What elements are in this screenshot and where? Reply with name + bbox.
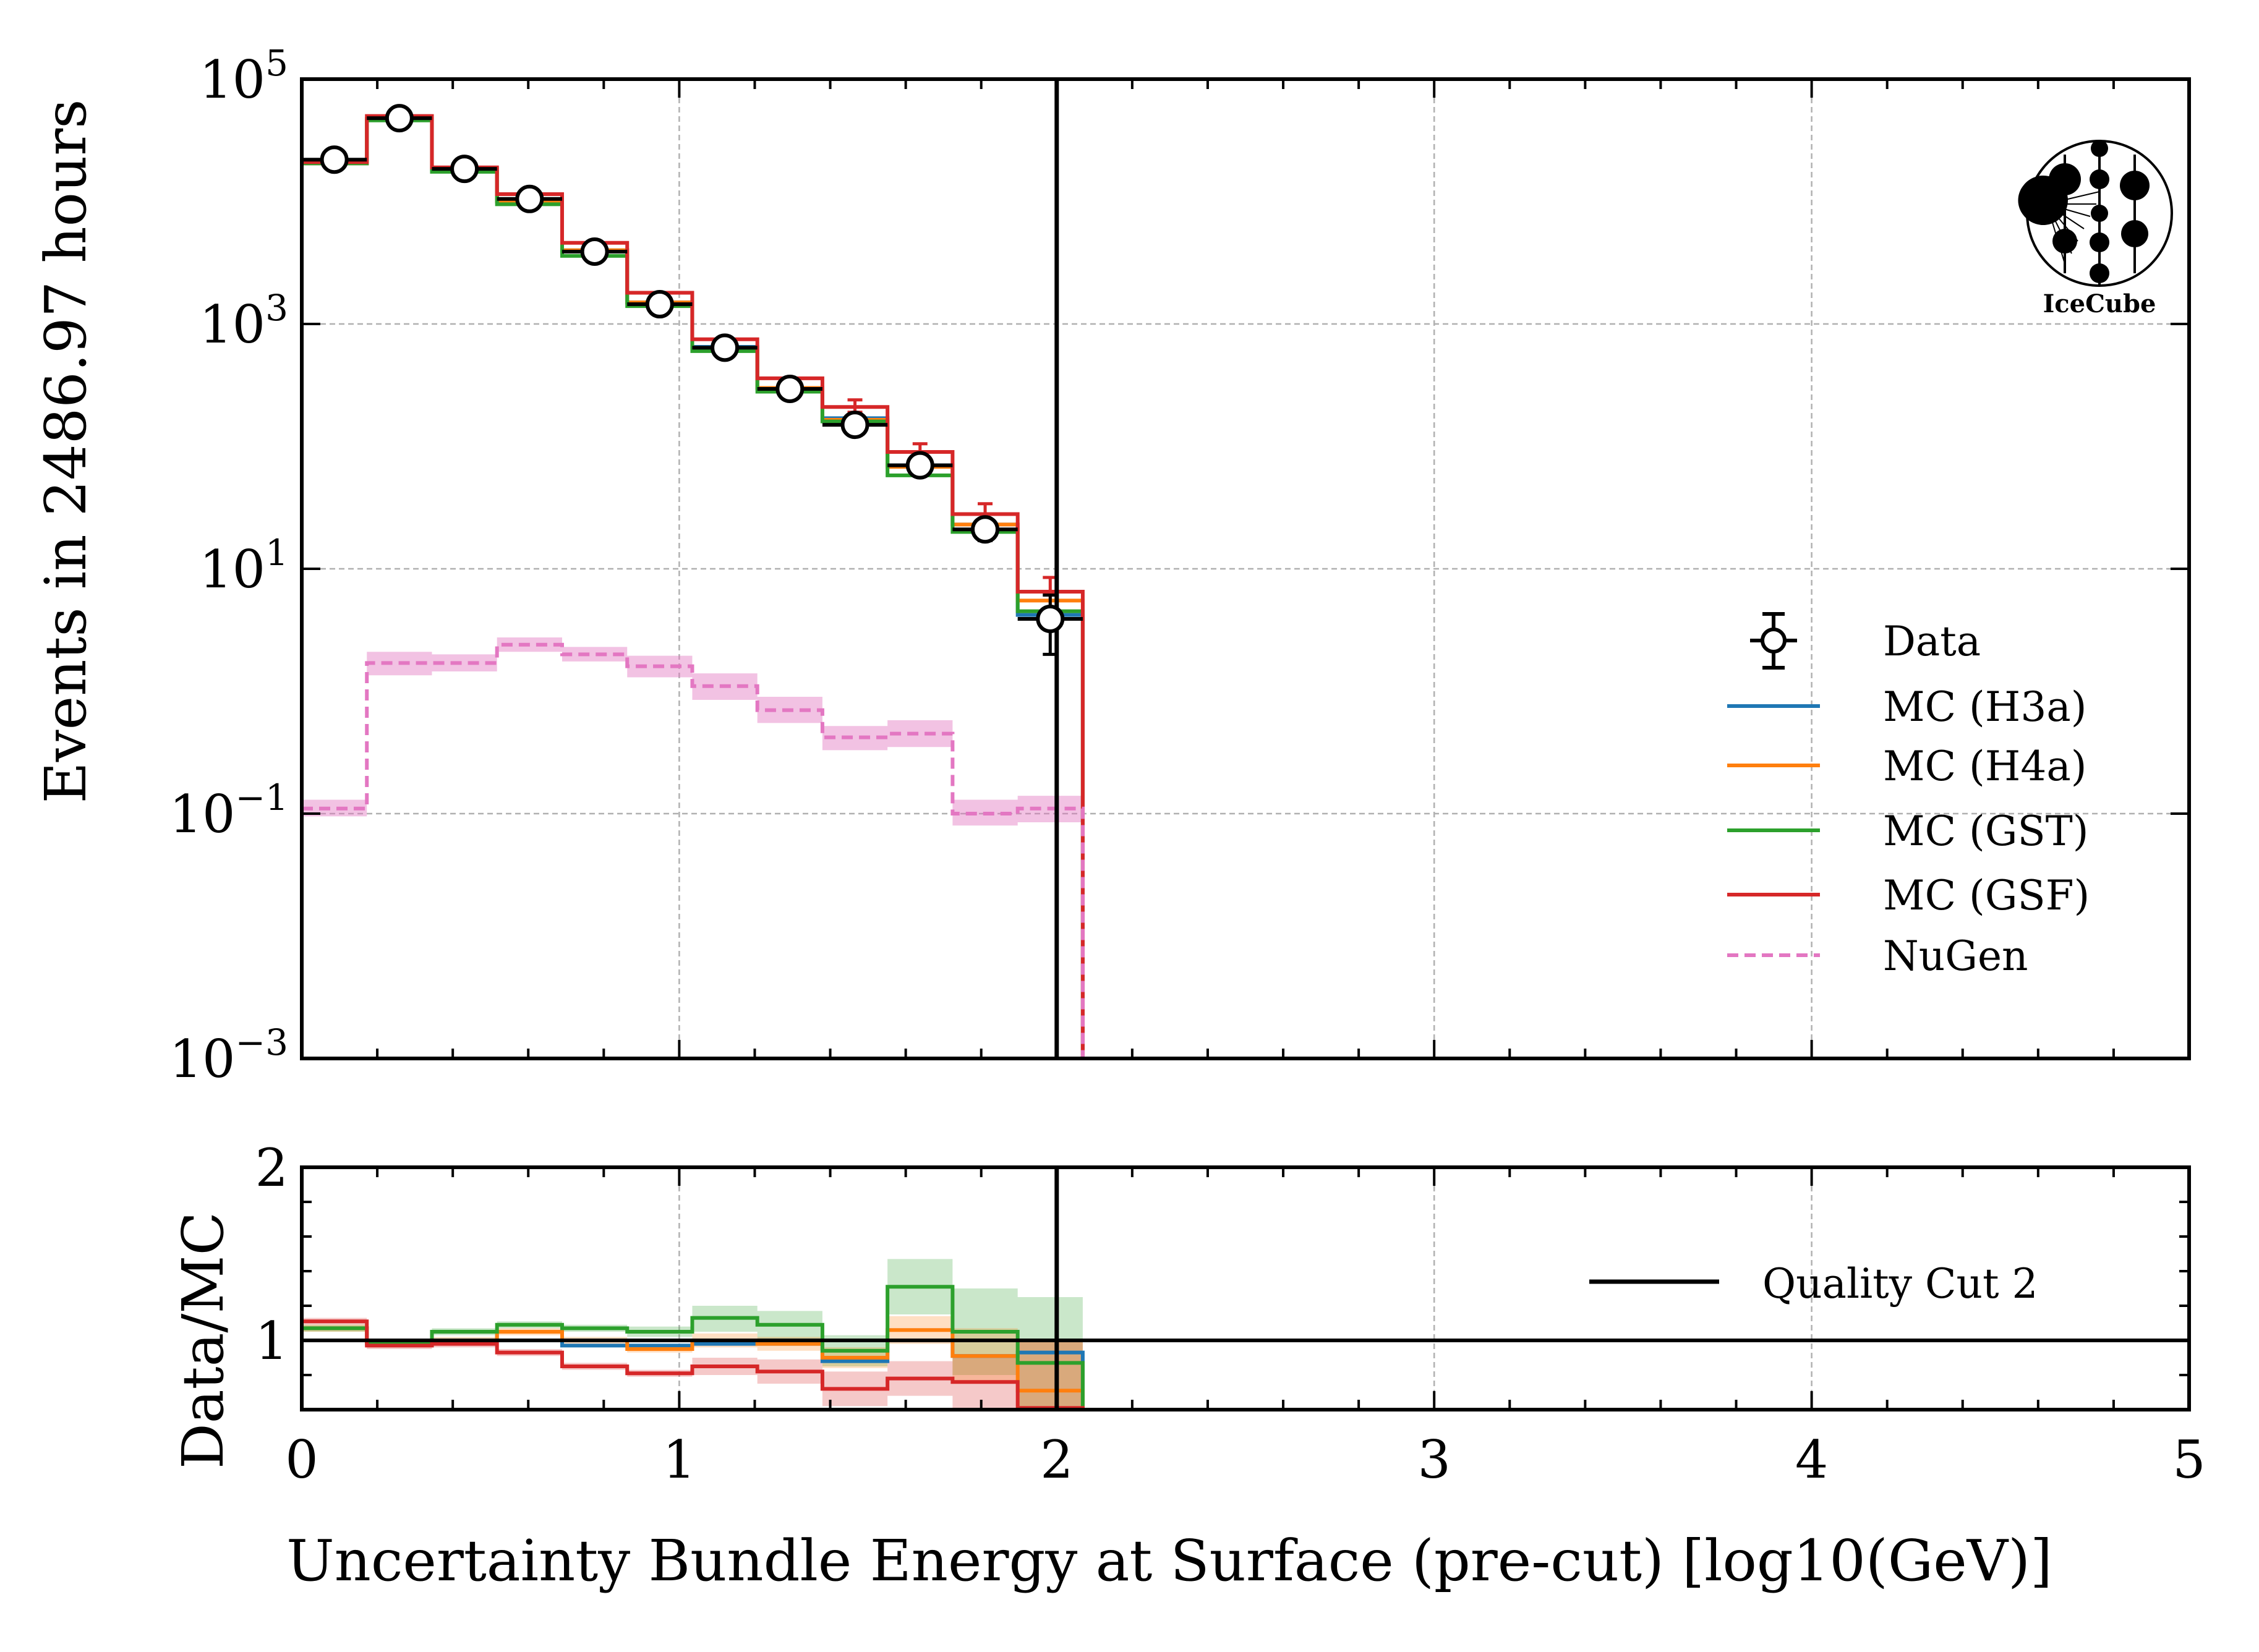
data-point	[840, 411, 869, 440]
x-tick-label: 0	[285, 1429, 318, 1490]
data-point	[1036, 604, 1065, 633]
data-point	[971, 515, 1000, 544]
ratio-panel: 1 2 0 1 2 3 4 5	[255, 1138, 2206, 1490]
legend-entry-gsf: MC (GSF)	[1727, 872, 2090, 919]
y-axis-title: Events in 2486.97 hours	[33, 100, 99, 804]
ratio-ticks: 1 2 0 1 2 3 4 5	[255, 1138, 2206, 1490]
legend-label-data: Data	[1883, 618, 1981, 665]
icecube-logo: IceCube	[2018, 140, 2173, 318]
legend-entry-h3a: MC (H3a)	[1727, 683, 2086, 731]
x-tick-label: 5	[2172, 1429, 2205, 1490]
ratio-y-tick-label: 1	[255, 1311, 288, 1371]
data-point	[580, 237, 609, 266]
legend-label-nugen: NuGen	[1883, 932, 2028, 980]
ratio-y-axis-title: Data/MC	[170, 1212, 236, 1469]
legend-label-h3a: MC (H3a)	[1883, 683, 2086, 731]
ratio-y-tick-label: 2	[255, 1138, 288, 1198]
data-point	[450, 155, 479, 184]
legend-entry-gst: MC (GST)	[1727, 807, 2089, 855]
x-tick-label: 4	[1795, 1429, 1828, 1490]
legend-label-gst: MC (GST)	[1883, 807, 2089, 855]
ratio-line-mc-gsf	[302, 1319, 1085, 1410]
nugen-uncertainty-band	[302, 637, 1083, 826]
x-tick-label: 3	[1417, 1429, 1450, 1490]
main-histogram-panel: 105 103 101 10−1 10−3	[169, 42, 2191, 1089]
legend-entry-data: Data	[1750, 612, 1981, 670]
series-line-mc-h4a	[302, 117, 1085, 1058]
legend-label-gsf: MC (GSF)	[1883, 872, 2090, 919]
legend-label-quality-cut: Quality Cut 2	[1762, 1260, 2038, 1308]
data-point	[320, 145, 349, 174]
y-tick-label: 103	[199, 287, 288, 355]
data-point	[711, 333, 740, 362]
x-axis-title: Uncertainty Bundle Energy at Surface (pr…	[286, 1528, 2052, 1594]
data-point	[385, 104, 414, 133]
y-tick-label: 105	[199, 42, 288, 110]
x-tick-label: 1	[663, 1429, 696, 1490]
logo-text: IceCube	[2043, 289, 2156, 318]
legend: Data MC (H3a) MC (H4a) MC (GST) MC (GSF)…	[1727, 612, 2090, 980]
top-ticks: 105 103 101 10−1 10−3	[169, 42, 2190, 1089]
ratio-axes-frame	[300, 1165, 2191, 1411]
series-line-mc-h3a	[302, 117, 1085, 1058]
ratio-line-mc-gst	[302, 1285, 1085, 1410]
ratio-legend: Quality Cut 2	[1589, 1260, 2038, 1308]
legend-entry-nugen: NuGen	[1727, 932, 2028, 980]
legend-entry-h4a: MC (H4a)	[1727, 743, 2086, 790]
data-point	[645, 290, 674, 319]
data-point	[775, 374, 805, 403]
series-line-nugen	[302, 642, 1085, 1058]
legend-label-h4a: MC (H4a)	[1883, 743, 2086, 790]
y-tick-label: 10−1	[169, 777, 288, 845]
data-point	[515, 184, 544, 213]
data-point	[905, 451, 934, 480]
series-line-mc-gsf	[302, 114, 1085, 1058]
series-line-mc-gst	[302, 118, 1085, 1058]
y-tick-label: 101	[199, 532, 288, 600]
y-tick-label: 10−3	[169, 1021, 288, 1089]
x-tick-label: 2	[1040, 1429, 1073, 1490]
